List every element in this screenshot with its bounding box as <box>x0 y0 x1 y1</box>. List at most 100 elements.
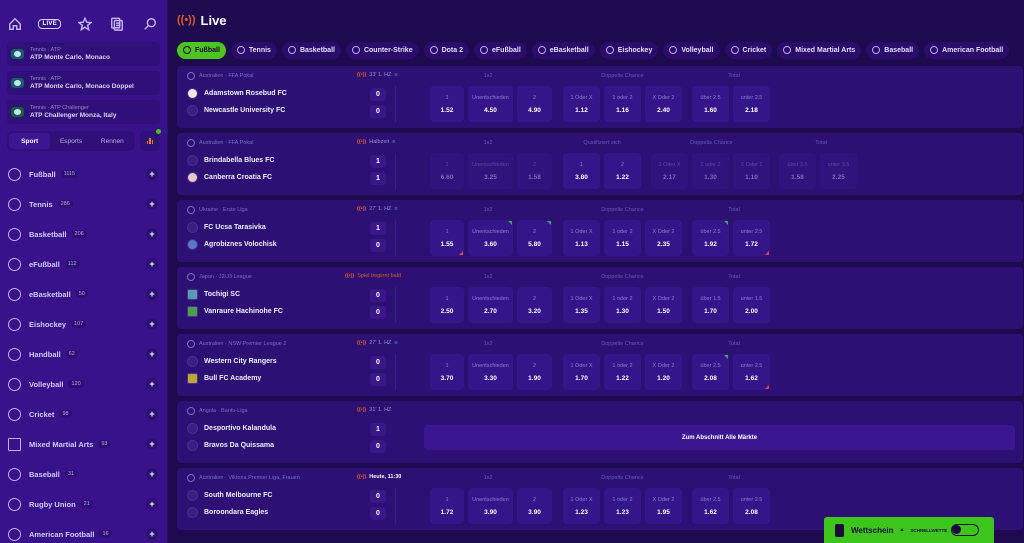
betslip-bar[interactable]: Wettschein ▲ SCHNELLWETTE <box>824 517 994 543</box>
odds-button[interactable]: 1 Oder X 1.70 <box>563 354 600 390</box>
odds-button[interactable]: 1 Oder X 1.13 <box>563 220 600 256</box>
expand-plus-icon[interactable]: + <box>146 228 158 240</box>
sidebar-item-volleyball[interactable]: Volleyball 120 + <box>0 369 167 399</box>
odds-button[interactable]: 1 oder 2 1.23 <box>604 488 641 524</box>
odds-button[interactable]: 2 1.90 <box>517 354 552 390</box>
segment-sport[interactable]: Sport <box>9 133 51 149</box>
odds-button[interactable]: 1 1.55 <box>430 220 464 256</box>
sidebar-item-baseball[interactable]: Baseball 31 + <box>0 459 167 489</box>
favorite-item[interactable]: Tennis · ATP ATP Monte Carlo, Monaco <box>7 42 160 66</box>
odds-button[interactable]: unter 1.5 2.00 <box>733 287 770 323</box>
odds-button[interactable]: 1 1.52 <box>430 86 464 122</box>
odds-button[interactable]: unter 2.5 2.08 <box>733 488 770 524</box>
odds-button[interactable]: X Oder 2 1.10 <box>733 153 770 189</box>
tab-dota-2[interactable]: Dota 2 <box>423 41 469 59</box>
sidebar-item-rugby-union[interactable]: Rugby Union 21 + <box>0 489 167 519</box>
odds-button[interactable]: 1 oder 2 1.22 <box>604 354 641 390</box>
match-card[interactable]: Ukraine · Erste Liga ((•)) 27' 1. HZ ≡ FC … <box>177 200 1023 262</box>
stats-button[interactable] <box>140 129 161 151</box>
odds-button[interactable]: über 3.5 1.58 <box>779 153 816 189</box>
odds-button[interactable]: über 1.5 1.70 <box>692 287 729 323</box>
odds-button[interactable]: Unentschieden 4.50 <box>468 86 513 122</box>
odds-button[interactable]: X Oder 2 1.95 <box>645 488 682 524</box>
odds-button[interactable]: 1 2.50 <box>430 287 464 323</box>
all-markets-button[interactable]: Zum Abschnitt Alle Märkte <box>424 425 1015 450</box>
sidebar-item-eishockey[interactable]: Eishockey 107 + <box>0 309 167 339</box>
live-icon[interactable]: LIVE <box>38 17 62 31</box>
odds-button[interactable]: Unentschieden 3.60 <box>468 220 513 256</box>
favorite-item[interactable]: Tennis · ATP Challenger ATP Challenger Mo… <box>7 100 160 124</box>
match-card[interactable]: Australien · FFA Pokal ((•)) 33' 1. HZ ≡ A… <box>177 66 1023 128</box>
match-card[interactable]: Angola · Bantu-Liga ((•)) 31' 1. HZ Despo… <box>177 401 1023 463</box>
odds-button[interactable]: X Oder 2 1.50 <box>645 287 682 323</box>
sidebar-item-american-football[interactable]: American Football 16 + <box>0 519 167 543</box>
odds-button[interactable]: 1 oder 2 1.30 <box>604 287 641 323</box>
odds-button[interactable]: 1 Oder X 2.17 <box>651 153 688 189</box>
expand-plus-icon[interactable]: + <box>146 408 158 420</box>
tab-eishockey[interactable]: Eishockey <box>599 41 659 59</box>
chevron-up-icon[interactable]: ▲ <box>899 527 905 533</box>
odds-button[interactable]: Unentschieden 3.30 <box>468 354 513 390</box>
odds-button[interactable]: 2 5.80 <box>517 220 552 256</box>
expand-plus-icon[interactable]: + <box>146 498 158 510</box>
odds-button[interactable]: Unentschieden 3.25 <box>468 153 513 189</box>
odds-button[interactable]: Unentschieden 2.70 <box>468 287 513 323</box>
odds-button[interactable]: 1 3.70 <box>430 354 464 390</box>
tab-mma[interactable]: Mixed Martial Arts <box>777 41 862 59</box>
odds-button[interactable]: X Oder 2 2.35 <box>645 220 682 256</box>
odds-button[interactable]: über 2.5 1.60 <box>692 86 729 122</box>
tab-counter-strike[interactable]: Counter-Strike <box>345 41 419 59</box>
odds-button[interactable]: unter 2.5 2.18 <box>733 86 770 122</box>
segment-rennen[interactable]: Rennen <box>100 137 124 145</box>
odds-button[interactable]: 1 3.80 <box>563 153 600 189</box>
betslip-history-icon[interactable] <box>110 17 124 31</box>
expand-plus-icon[interactable]: + <box>146 288 158 300</box>
tab-volleyball[interactable]: Volleyball <box>663 41 720 59</box>
odds-button[interactable]: 2 4.90 <box>517 86 552 122</box>
odds-button[interactable]: 2 1.22 <box>604 153 641 189</box>
sidebar-item-fussball[interactable]: Fußball 1115 + <box>0 159 167 189</box>
expand-plus-icon[interactable]: + <box>146 468 158 480</box>
tab-tennis[interactable]: Tennis <box>230 41 277 59</box>
tab-american-football[interactable]: American Football <box>924 41 1010 59</box>
odds-button[interactable]: 2 3.20 <box>517 287 552 323</box>
expand-plus-icon[interactable]: + <box>146 348 158 360</box>
sidebar-item-mma[interactable]: Mixed Martial Arts 93 + <box>0 429 167 459</box>
sidebar-item-efussball[interactable]: eFußball 112 + <box>0 249 167 279</box>
odds-button[interactable]: unter 2.5 1.72 <box>733 220 770 256</box>
match-card[interactable]: Japan · J2/J3 League ((•)) Spiel beginnt … <box>177 267 1023 329</box>
tab-ebasketball[interactable]: eBasketball <box>531 41 595 59</box>
odds-button[interactable]: X Oder 2 2.40 <box>645 86 682 122</box>
favorite-item[interactable]: Tennis · ATP ATP Monte Carlo, Monaco Dopp… <box>7 71 160 95</box>
odds-button[interactable]: 2 3.90 <box>517 488 552 524</box>
sidebar-item-basketball[interactable]: Basketball 206 + <box>0 219 167 249</box>
sidebar-item-cricket[interactable]: Cricket 98 + <box>0 399 167 429</box>
expand-plus-icon[interactable]: + <box>146 168 158 180</box>
home-icon[interactable] <box>8 17 22 31</box>
odds-button[interactable]: unter 3.5 2.25 <box>820 153 857 189</box>
odds-button[interactable]: 1 oder 2 1.16 <box>604 86 641 122</box>
tab-fussball[interactable]: Fußball <box>177 41 226 59</box>
match-card[interactable]: Australien · FFA Pokal ((•)) Halbzeit ≡ Br… <box>177 133 1023 195</box>
search-icon[interactable] <box>143 17 157 31</box>
tab-efussball[interactable]: eFußball <box>474 41 527 59</box>
segment-esports[interactable]: Esports <box>59 137 83 145</box>
expand-plus-icon[interactable]: + <box>146 438 158 450</box>
odds-button[interactable]: Unentschieden 3.90 <box>468 488 513 524</box>
odds-button[interactable]: 1 oder 2 1.30 <box>692 153 729 189</box>
sidebar-item-tennis[interactable]: Tennis 286 + <box>0 189 167 219</box>
odds-button[interactable]: X Oder 2 1.20 <box>645 354 682 390</box>
match-card[interactable]: Australien · NSW Premier League 2 ((•)) 2… <box>177 334 1023 396</box>
odds-button[interactable]: 2 1.58 <box>517 153 552 189</box>
odds-button[interactable]: über 2.5 2.08 <box>692 354 729 390</box>
sidebar-item-handball[interactable]: Handball 62 + <box>0 339 167 369</box>
expand-plus-icon[interactable]: + <box>146 318 158 330</box>
odds-button[interactable]: über 2.5 1.62 <box>692 488 729 524</box>
expand-plus-icon[interactable]: + <box>146 528 158 540</box>
odds-button[interactable]: über 2.5 1.92 <box>692 220 729 256</box>
quick-bet-toggle[interactable] <box>951 524 980 536</box>
odds-button[interactable]: 1 Oder X 1.35 <box>563 287 600 323</box>
expand-plus-icon[interactable]: + <box>146 378 158 390</box>
expand-plus-icon[interactable]: + <box>146 198 158 210</box>
odds-button[interactable]: 1 Oder X 1.12 <box>563 86 600 122</box>
